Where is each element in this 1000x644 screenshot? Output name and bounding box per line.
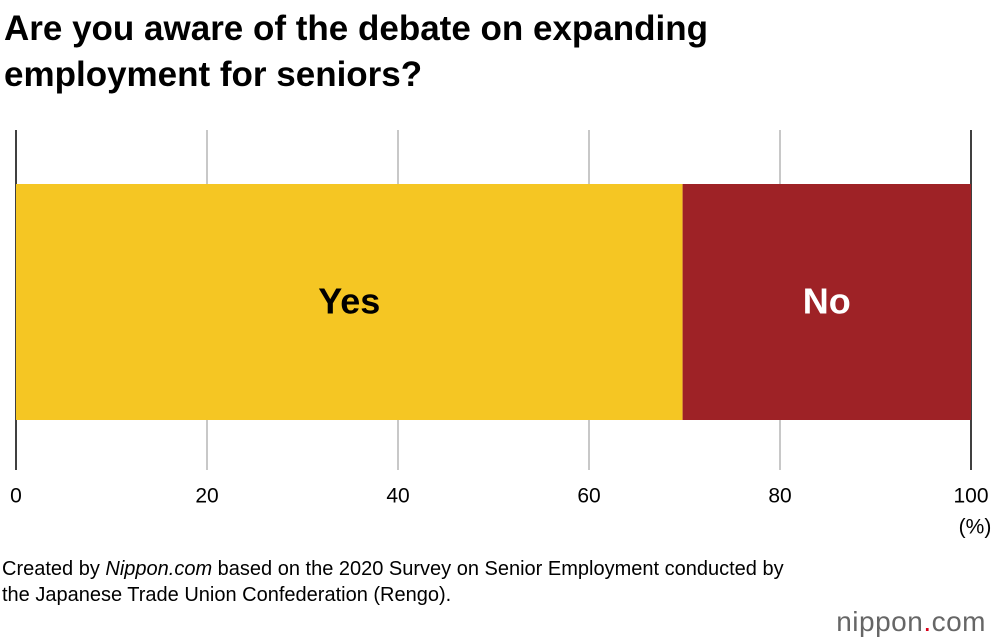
source-note: Created by Nippon.com based on the 2020 … — [2, 556, 792, 608]
x-tick-label: 40 — [386, 485, 409, 508]
x-tick-label: 60 — [577, 485, 600, 508]
segment-label: No — [803, 281, 851, 322]
logo-text: nippon — [836, 606, 924, 637]
x-tick-label: 80 — [768, 485, 791, 508]
note-text: Created by — [2, 558, 106, 580]
x-tick-label: 20 — [195, 485, 218, 508]
logo-text: com — [931, 606, 986, 637]
chart-title: Are you aware of the debate on expanding… — [4, 9, 709, 94]
x-tick-label: 0 — [10, 485, 22, 508]
logo: nippon.com — [836, 606, 986, 638]
bar-segment — [16, 184, 683, 420]
note-brand: Nippon.com — [105, 558, 213, 580]
note-text: based on the 2020 Survey on Senior Emplo… — [2, 558, 784, 606]
bar-segment — [682, 184, 971, 420]
logo-dot: . — [923, 606, 932, 637]
segment-label: Yes — [318, 281, 380, 322]
x-unit-label: (%) — [959, 516, 992, 539]
x-tick-label: 100 — [953, 485, 988, 508]
